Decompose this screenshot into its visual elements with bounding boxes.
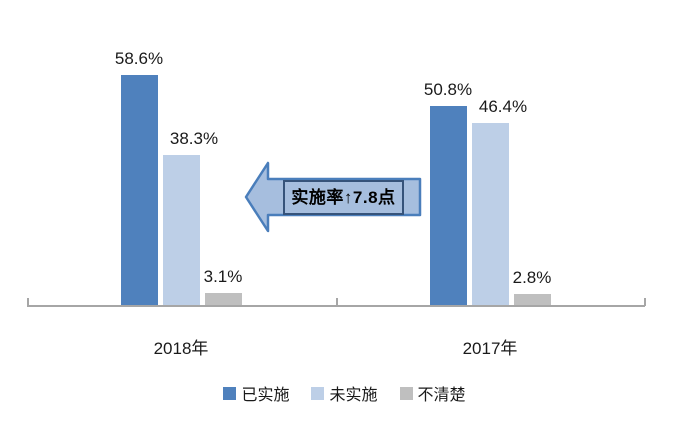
x-axis-line (27, 305, 645, 307)
bar-已实施-2018年 (120, 75, 158, 305)
category-label: 2018年 (153, 339, 209, 358)
annotation-label: 实施率↑7.8点 (283, 180, 404, 215)
category-label: 2017年 (462, 339, 518, 358)
legend-item-已实施: 已实施 (223, 381, 289, 405)
bar-value-label: 38.3% (169, 129, 219, 148)
legend-label: 未实施 (329, 387, 378, 404)
legend-label: 不清楚 (417, 387, 466, 404)
bar-value-label: 3.1% (203, 267, 243, 286)
legend-swatch-icon (399, 386, 413, 400)
bar-value-label: 58.6% (114, 49, 164, 68)
bar-已实施-2017年 (429, 106, 467, 305)
legend-item-不清楚: 不清楚 (399, 381, 466, 405)
bar-不清楚-2017年 (513, 294, 551, 305)
axis-tick (27, 298, 29, 306)
axis-tick (336, 298, 338, 306)
axis-tick (644, 298, 646, 306)
bar-value-label: 50.8% (423, 80, 473, 99)
legend-swatch-icon (223, 386, 237, 400)
legend-item-未实施: 未实施 (311, 381, 378, 405)
bar-未实施-2017年 (471, 123, 509, 305)
legend-label: 已实施 (241, 387, 290, 404)
bar-未实施-2018年 (162, 155, 200, 305)
legend-swatch-icon (311, 386, 325, 400)
bar-不清楚-2018年 (204, 293, 242, 305)
legend: 已实施 未实施 不清楚 (0, 381, 689, 405)
bar-value-label: 46.4% (478, 97, 528, 116)
bar-value-label: 2.8% (512, 268, 552, 287)
